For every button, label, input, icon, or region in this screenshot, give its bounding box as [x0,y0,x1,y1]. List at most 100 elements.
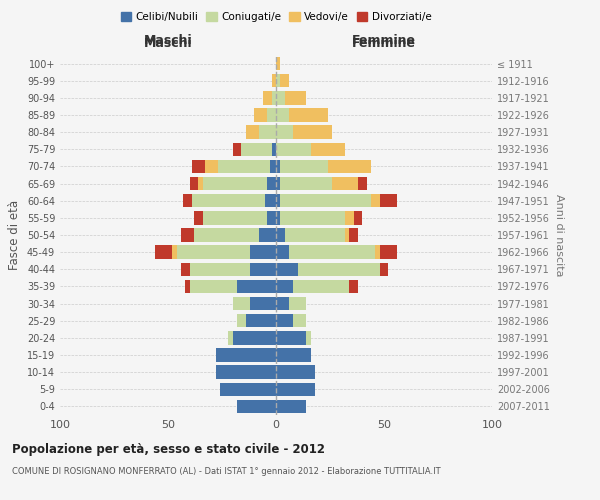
Bar [289,246,376,259]
Bar [276,331,306,344]
Bar [250,262,276,276]
Bar [194,228,259,241]
Bar [218,160,269,173]
Legend: Celibi/Nubili, Coniugati/e, Vedovi/e, Divorziati/e: Celibi/Nubili, Coniugati/e, Vedovi/e, Di… [116,8,436,26]
Bar [298,262,380,276]
Bar [272,142,276,156]
Bar [259,126,276,139]
Bar [276,177,280,190]
Bar [289,108,328,122]
Bar [233,331,276,344]
Bar [293,126,332,139]
Bar [289,297,306,310]
Bar [268,177,276,190]
Bar [276,348,311,362]
Bar [276,126,293,139]
Bar [276,142,311,156]
Bar [181,228,194,241]
Bar [250,246,276,259]
Bar [276,91,284,104]
Bar [276,160,280,173]
Bar [280,177,332,190]
Bar [155,246,172,259]
Bar [311,142,345,156]
Bar [190,262,250,276]
Bar [181,262,190,276]
Bar [220,382,276,396]
Bar [280,211,345,224]
Bar [354,211,362,224]
Bar [276,228,284,241]
Bar [280,160,328,173]
Y-axis label: Fasce di età: Fasce di età [8,200,21,270]
Bar [380,246,397,259]
Bar [280,74,289,88]
Bar [371,194,380,207]
Bar [276,57,280,70]
Bar [198,177,203,190]
Bar [293,314,306,328]
Bar [349,280,358,293]
Bar [328,160,371,173]
Bar [276,297,289,310]
Bar [203,211,268,224]
Bar [192,194,265,207]
Bar [272,74,276,88]
Bar [345,211,354,224]
Bar [192,160,205,173]
Bar [276,74,280,88]
Bar [215,366,276,379]
Bar [276,246,289,259]
Y-axis label: Anni di nascita: Anni di nascita [554,194,563,276]
Bar [237,314,246,328]
Bar [229,331,233,344]
Bar [265,194,276,207]
Bar [254,108,268,122]
Bar [190,280,237,293]
Bar [176,246,250,259]
Bar [241,142,272,156]
Bar [269,160,276,173]
Bar [345,228,349,241]
Text: Femmine: Femmine [352,34,416,48]
Bar [246,126,259,139]
Bar [358,177,367,190]
Bar [276,194,280,207]
Bar [194,211,203,224]
Bar [237,280,276,293]
Bar [380,262,388,276]
Bar [263,91,272,104]
Bar [380,194,397,207]
Bar [272,91,276,104]
Bar [276,262,298,276]
Bar [332,177,358,190]
Bar [183,194,192,207]
Bar [284,228,345,241]
Bar [233,297,250,310]
Bar [349,228,358,241]
Bar [233,142,241,156]
Text: Maschi: Maschi [143,37,193,50]
Bar [276,366,315,379]
Bar [215,348,276,362]
Text: Femmine: Femmine [352,37,416,50]
Bar [185,280,190,293]
Bar [276,314,293,328]
Bar [306,331,311,344]
Bar [246,314,276,328]
Bar [268,108,276,122]
Bar [172,246,176,259]
Bar [280,194,371,207]
Bar [205,160,218,173]
Bar [259,228,276,241]
Bar [276,280,293,293]
Text: Maschi: Maschi [143,34,193,48]
Bar [237,400,276,413]
Bar [293,280,349,293]
Bar [268,211,276,224]
Bar [190,177,198,190]
Bar [376,246,380,259]
Bar [276,382,315,396]
Bar [203,177,268,190]
Text: Popolazione per età, sesso e stato civile - 2012: Popolazione per età, sesso e stato civil… [12,442,325,456]
